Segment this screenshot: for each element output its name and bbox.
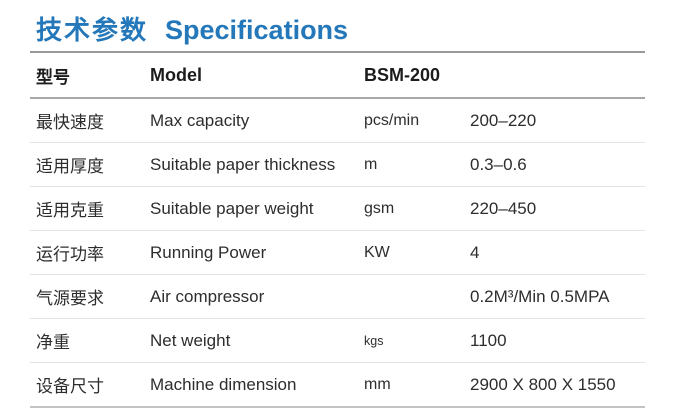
row-value: 220–450: [470, 198, 537, 218]
row-unit: gsm: [364, 199, 395, 217]
row-label-en: Machine dimension: [150, 374, 297, 394]
table-row-net-weight: 净重 Net weight kgs 1100: [30, 319, 645, 363]
row-label-en: Air compressor: [150, 286, 265, 306]
row-value: 1100: [470, 330, 507, 350]
table-row-paper-thickness: 适用厚度 Suitable paper thickness m 0.3–0.6: [30, 143, 645, 187]
table-row-air-compressor: 气源要求 Air compressor 0.2M³/Min 0.5MPA: [30, 275, 645, 319]
row-label-en: Running Power: [150, 242, 267, 262]
row-label-en: Suitable paper thickness: [150, 154, 336, 174]
row-label-en: Max capacity: [150, 110, 250, 130]
header-divider: [30, 51, 645, 53]
row-value: 2900 X 800 X 1550: [470, 374, 616, 394]
row-label-zh: 适用厚度: [36, 157, 104, 176]
spec-table: 型号 Model BSM-200 最快速度 Max capacity pcs/m…: [30, 53, 645, 408]
table-row-running-power: 运行功率 Running Power KW 4: [30, 231, 645, 275]
table-row-machine-dimension: 设备尺寸 Machine dimension mm 2900 X 800 X 1…: [30, 363, 645, 408]
model-number: BSM-200: [364, 64, 441, 85]
row-label-zh: 适用克重: [36, 201, 104, 220]
row-value: 200–220: [470, 110, 537, 130]
section-title-en: Specifications: [165, 15, 349, 45]
row-unit: pcs/min: [364, 111, 420, 129]
row-label-en: Net weight: [150, 330, 231, 350]
row-unit: mm: [364, 375, 391, 393]
section-title-zh: 技术参数: [36, 15, 149, 45]
table-header-row: 型号 Model BSM-200: [30, 53, 645, 99]
table-row-max-capacity: 最快速度 Max capacity pcs/min 200–220: [30, 99, 645, 143]
row-value: 0.3–0.6: [470, 154, 527, 174]
row-label-en: Suitable paper weight: [150, 198, 314, 218]
row-label-zh: 最快速度: [36, 113, 104, 132]
model-label-en: Model: [150, 64, 202, 85]
row-label-zh: 设备尺寸: [36, 377, 104, 396]
row-unit: m: [364, 155, 378, 173]
row-unit: kgs: [364, 333, 384, 348]
row-label-zh: 气源要求: [36, 289, 104, 308]
row-label-zh: 净重: [36, 333, 70, 352]
row-unit: KW: [364, 243, 390, 261]
table-row-paper-weight: 适用克重 Suitable paper weight gsm 220–450: [30, 187, 645, 231]
section-header: 技术参数 Specifications: [36, 10, 645, 46]
row-value: 0.2M³/Min 0.5MPA: [470, 286, 610, 306]
row-value: 4: [470, 242, 480, 262]
row-label-zh: 运行功率: [36, 245, 104, 264]
model-label-zh: 型号: [36, 67, 70, 87]
